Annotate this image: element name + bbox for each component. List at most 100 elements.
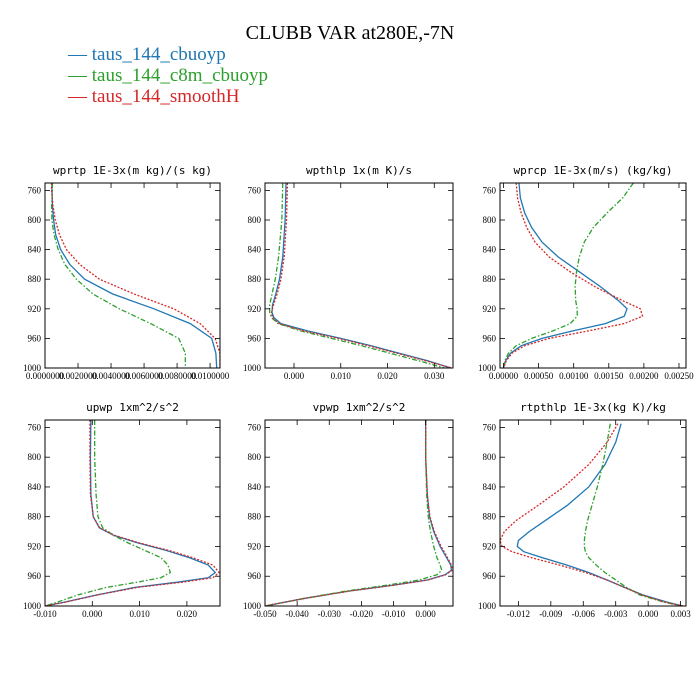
- x-tick-label: -0.020: [350, 609, 374, 619]
- series-line-taus_144_cbuoyp: [51, 183, 218, 368]
- subplot-5: vpwp 1xm^2/s^27608008408809209601000-0.0…: [243, 401, 454, 619]
- series-line-taus_144_smoothH: [45, 420, 220, 606]
- series-line-taus_144_c8m_cbuoyp: [50, 183, 186, 368]
- y-tick-label: 800: [483, 452, 497, 462]
- legend-entry-smoothh: — taus_144_smoothH: [68, 86, 240, 107]
- x-tick-label: 0.00050: [524, 371, 554, 381]
- y-tick-label: 1000: [23, 363, 42, 373]
- y-tick-label: 880: [28, 512, 42, 522]
- subplot-title: vpwp 1xm^2/s^2: [313, 401, 406, 414]
- series-line-taus_144_c8m_cbuoyp: [502, 183, 634, 368]
- subplot-title: rtpthlp 1E-3x(kg K)/kg: [520, 401, 666, 414]
- x-tick-label: 0.0020000: [59, 371, 98, 381]
- y-tick-label: 760: [248, 422, 262, 432]
- subplot-title: wpthlp 1x(m K)/s: [306, 164, 412, 177]
- plot-frame: [264, 419, 454, 607]
- y-tick-label: 960: [248, 571, 262, 581]
- subplot-3: wprcp 1E-3x(m/s) (kg/kg) 760 800 840 880 920 9…: [478, 164, 694, 381]
- x-tick-label: 0.000: [638, 609, 659, 619]
- subplot-title: upwp 1xm^2/s^2: [86, 401, 179, 414]
- x-tick-label: 0.0100000: [191, 371, 230, 381]
- x-tick-label: -0.009: [539, 609, 563, 619]
- y-tick-label: 840: [248, 245, 262, 255]
- plot-frame: [264, 182, 454, 369]
- y-tick-label: 880: [248, 512, 262, 522]
- y-tick-label: 920: [248, 304, 262, 314]
- x-tick-label: 0.020: [377, 371, 398, 381]
- legend-entry-c8m-cbuoyp: — taus_144_c8m_cbuoyp: [68, 65, 269, 86]
- x-tick-label: 0.0080000: [158, 371, 197, 381]
- x-tick-label: -0.010: [33, 609, 57, 619]
- y-tick-label: 800: [248, 452, 262, 462]
- plot-frame: [44, 419, 221, 607]
- x-tick-label: 0.020: [177, 609, 198, 619]
- subplot-1: wprtp 1E-3x(m kg)/(s kg) 760 800 840 880 920 9…: [23, 164, 230, 381]
- y-tick-label: 800: [248, 215, 262, 225]
- series-line-taus_144_smoothH: [502, 183, 644, 368]
- y-tick-label: 760: [248, 185, 262, 195]
- y-tick-label: 880: [483, 512, 497, 522]
- y-tick-label: 960: [28, 333, 42, 343]
- x-tick-label: 0.0000000: [26, 371, 65, 381]
- legend: — taus_144_cbuoyp — taus_144_c8m_cbuoyp …: [68, 44, 268, 107]
- y-tick-label: 1000: [243, 363, 262, 373]
- y-tick-label: 960: [248, 333, 262, 343]
- y-tick-label: 920: [483, 541, 497, 551]
- series-line-taus_144_c8m_cbuoyp: [265, 420, 443, 606]
- x-tick-label: 0.000: [284, 371, 305, 381]
- y-tick-label: 800: [28, 452, 42, 462]
- y-tick-label: 960: [483, 571, 497, 581]
- y-tick-label: 800: [28, 215, 42, 225]
- subplot-6: rtpthlp 1E-3x(kg K)/kg 760 800 840 880 920 960…: [478, 401, 691, 619]
- y-tick-label: 1000: [243, 601, 262, 611]
- y-tick-label: 880: [483, 274, 497, 284]
- plot-frame: [499, 182, 687, 369]
- series-line-taus_144_cbuoyp: [271, 183, 451, 368]
- y-tick-label: 760: [28, 185, 42, 195]
- series-line-taus_144_cbuoyp: [502, 183, 628, 368]
- x-tick-label: 0.0040000: [92, 371, 131, 381]
- plot-frame: [44, 182, 221, 369]
- y-tick-label: 880: [248, 274, 262, 284]
- x-tick-label: -0.030: [318, 609, 342, 619]
- x-tick-label: 0.00000: [489, 371, 519, 381]
- y-tick-label: 1000: [23, 601, 42, 611]
- plot-frame: [499, 419, 687, 607]
- y-tick-label: 920: [28, 304, 42, 314]
- y-tick-label: 1000: [478, 363, 497, 373]
- x-tick-label: 0.000: [82, 609, 103, 619]
- x-tick-label: -0.010: [382, 609, 406, 619]
- x-tick-label: -0.003: [604, 609, 628, 619]
- series-line-taus_144_smoothH: [265, 420, 453, 606]
- x-tick-label: 0.00200: [629, 371, 659, 381]
- x-tick-label: -0.006: [572, 609, 596, 619]
- y-tick-label: 920: [248, 541, 262, 551]
- x-tick-label: 0.010: [129, 609, 150, 619]
- series-line-taus_144_smoothH: [50, 183, 220, 368]
- x-tick-label: 0.030: [424, 371, 445, 381]
- y-tick-label: 760: [483, 185, 497, 195]
- x-tick-label: 0.00100: [559, 371, 589, 381]
- y-tick-label: 1000: [478, 601, 497, 611]
- y-tick-label: 920: [28, 541, 42, 551]
- y-tick-label: 800: [483, 215, 497, 225]
- x-tick-label: 0.00250: [664, 371, 694, 381]
- subplot-title: wprtp 1E-3x(m kg)/(s kg): [53, 164, 212, 177]
- series-line-taus_144_smoothH: [500, 423, 683, 606]
- x-tick-label: 0.010: [331, 371, 352, 381]
- figure-title: CLUBB VAR at280E,-7N: [245, 22, 455, 44]
- y-tick-label: 840: [483, 245, 497, 255]
- y-tick-label: 840: [28, 482, 42, 492]
- x-tick-label: -0.050: [253, 609, 277, 619]
- subplot-title: wprcp 1E-3x(m/s) (kg/kg): [514, 164, 673, 177]
- series-line-taus_144_c8m_cbuoyp: [45, 420, 172, 606]
- y-tick-label: 840: [248, 482, 262, 492]
- x-tick-label: 0.00150: [594, 371, 624, 381]
- y-tick-label: 760: [483, 422, 497, 432]
- y-tick-label: 960: [28, 571, 42, 581]
- y-tick-label: 760: [28, 422, 42, 432]
- subplot-2: wpthlp 1x(m K)/s 760 800 840 880 920 960 1000 0.…: [243, 164, 454, 381]
- y-tick-label: 920: [483, 304, 497, 314]
- x-tick-label: 0.000: [416, 609, 437, 619]
